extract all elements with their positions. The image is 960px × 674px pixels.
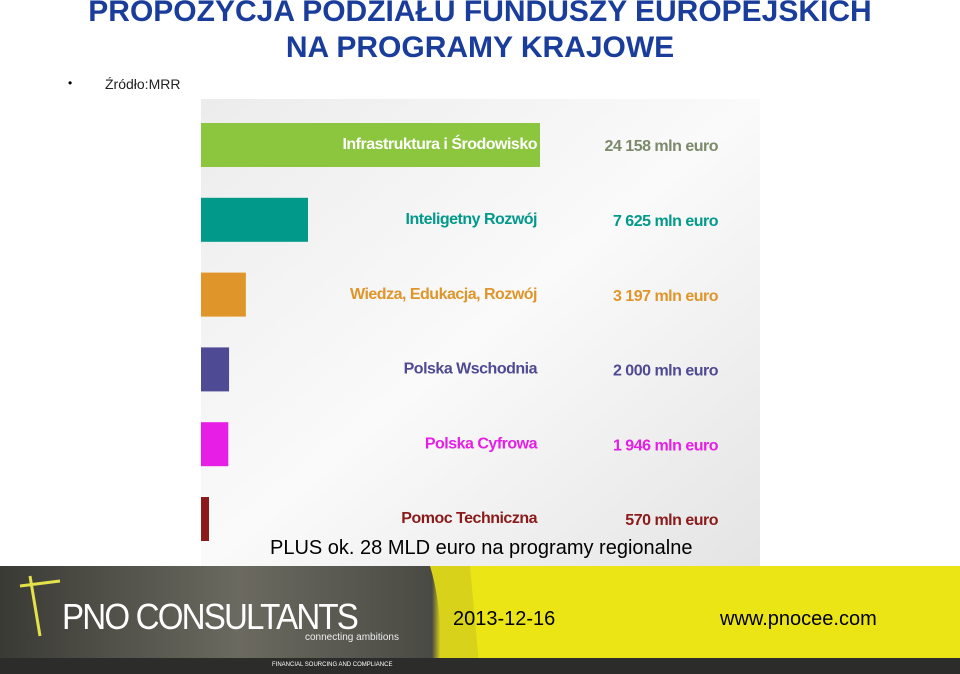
slide-title: PROPOZYCJA PODZIAŁU FUNDUSZY EUROPEJSKIC… xyxy=(88,0,872,64)
value-label: 570 mln euro xyxy=(625,512,718,529)
value-label: 24 158 mln euro xyxy=(605,138,719,155)
chart: Infrastruktura i Środowisko 24 158 mln eu… xyxy=(201,99,760,566)
value-label: 2 000 mln euro xyxy=(613,363,719,380)
strip-text: FINANCIAL SOURCING AND COMPLIANCE xyxy=(272,662,393,668)
category-label: Pomoc Techniczna xyxy=(401,510,537,527)
footer-strip: FINANCIAL SOURCING AND COMPLIANCE xyxy=(0,658,960,674)
bullet: • xyxy=(68,76,73,90)
brand: PNO CONSULTANTS xyxy=(62,596,359,637)
tagline: connecting ambitions xyxy=(305,632,399,643)
date: 2013-12-16 xyxy=(453,608,556,630)
bar xyxy=(201,497,209,541)
bar xyxy=(201,347,230,392)
bar xyxy=(201,422,229,467)
bar xyxy=(201,197,308,242)
note: PLUS ok. 28 MLD euro na programy regiona… xyxy=(270,537,693,559)
chart-background xyxy=(201,99,760,566)
footer-decor xyxy=(19,566,480,674)
footer: PNO CONSULTANTS connecting ambitions 201… xyxy=(0,566,960,674)
url[interactable]: www.pnocee.com xyxy=(720,608,877,630)
bar xyxy=(201,272,246,317)
bar xyxy=(201,123,540,167)
logo-decor xyxy=(19,575,61,637)
category-label: Polska Wschodnia xyxy=(404,361,538,378)
category-label: Wiedza, Edukacja, Rozwój xyxy=(350,286,537,303)
value-label: 1 946 mln euro xyxy=(613,437,719,454)
category-label: Infrastruktura i Środowisko xyxy=(342,134,537,153)
value-label: 3 197 mln euro xyxy=(613,288,719,305)
value-label: 7 625 mln euro xyxy=(613,213,719,230)
category-label: Inteligetny Rozwój xyxy=(406,211,538,228)
footer-curve xyxy=(430,566,480,674)
category-label: Polska Cyfrowa xyxy=(425,435,538,452)
source: Źródło:MRR xyxy=(105,76,181,92)
